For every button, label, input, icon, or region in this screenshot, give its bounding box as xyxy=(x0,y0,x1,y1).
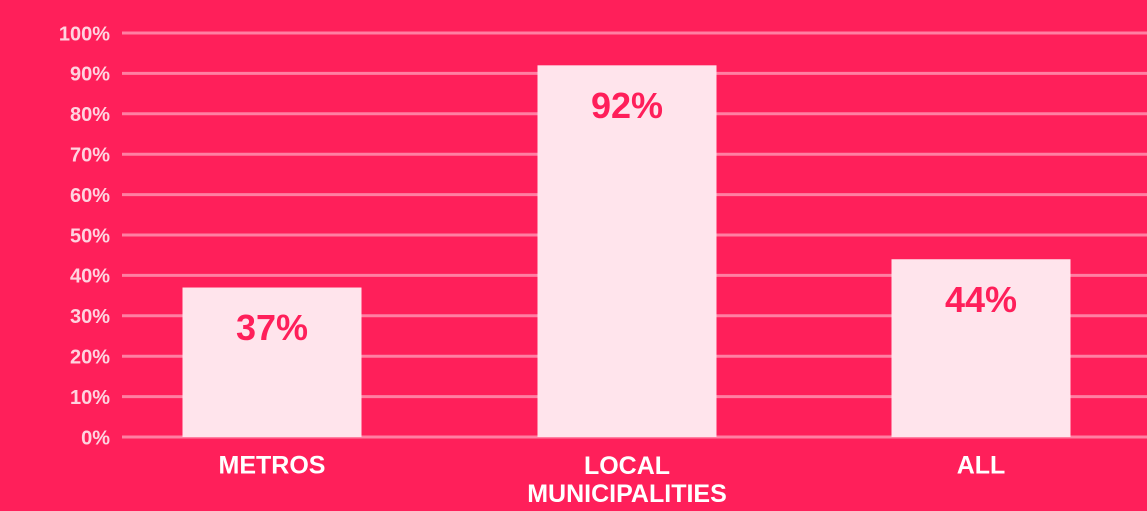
y-tick-label: 60% xyxy=(70,185,110,207)
y-tick-label: 30% xyxy=(70,306,110,328)
y-tick-label: 0% xyxy=(81,427,110,449)
y-tick-label: 90% xyxy=(70,64,110,86)
y-tick-label: 20% xyxy=(70,346,110,368)
y-tick-label: 10% xyxy=(70,387,110,409)
bar xyxy=(537,65,717,437)
y-tick-label: 70% xyxy=(70,144,110,166)
y-tick-label: 80% xyxy=(70,104,110,126)
value-label: 44% xyxy=(945,279,1017,320)
x-tick-label: METROS xyxy=(219,452,326,480)
value-label: 37% xyxy=(236,307,308,348)
x-tick-label: ALL xyxy=(957,452,1006,480)
x-tick-label: LOCAL MUNICIPALITIES xyxy=(527,452,727,508)
y-tick-label: 50% xyxy=(70,225,110,247)
y-tick-label: 100% xyxy=(59,23,110,45)
bar xyxy=(891,259,1071,437)
bar xyxy=(182,287,362,437)
y-tick-label: 40% xyxy=(70,266,110,288)
value-label: 92% xyxy=(591,85,663,126)
